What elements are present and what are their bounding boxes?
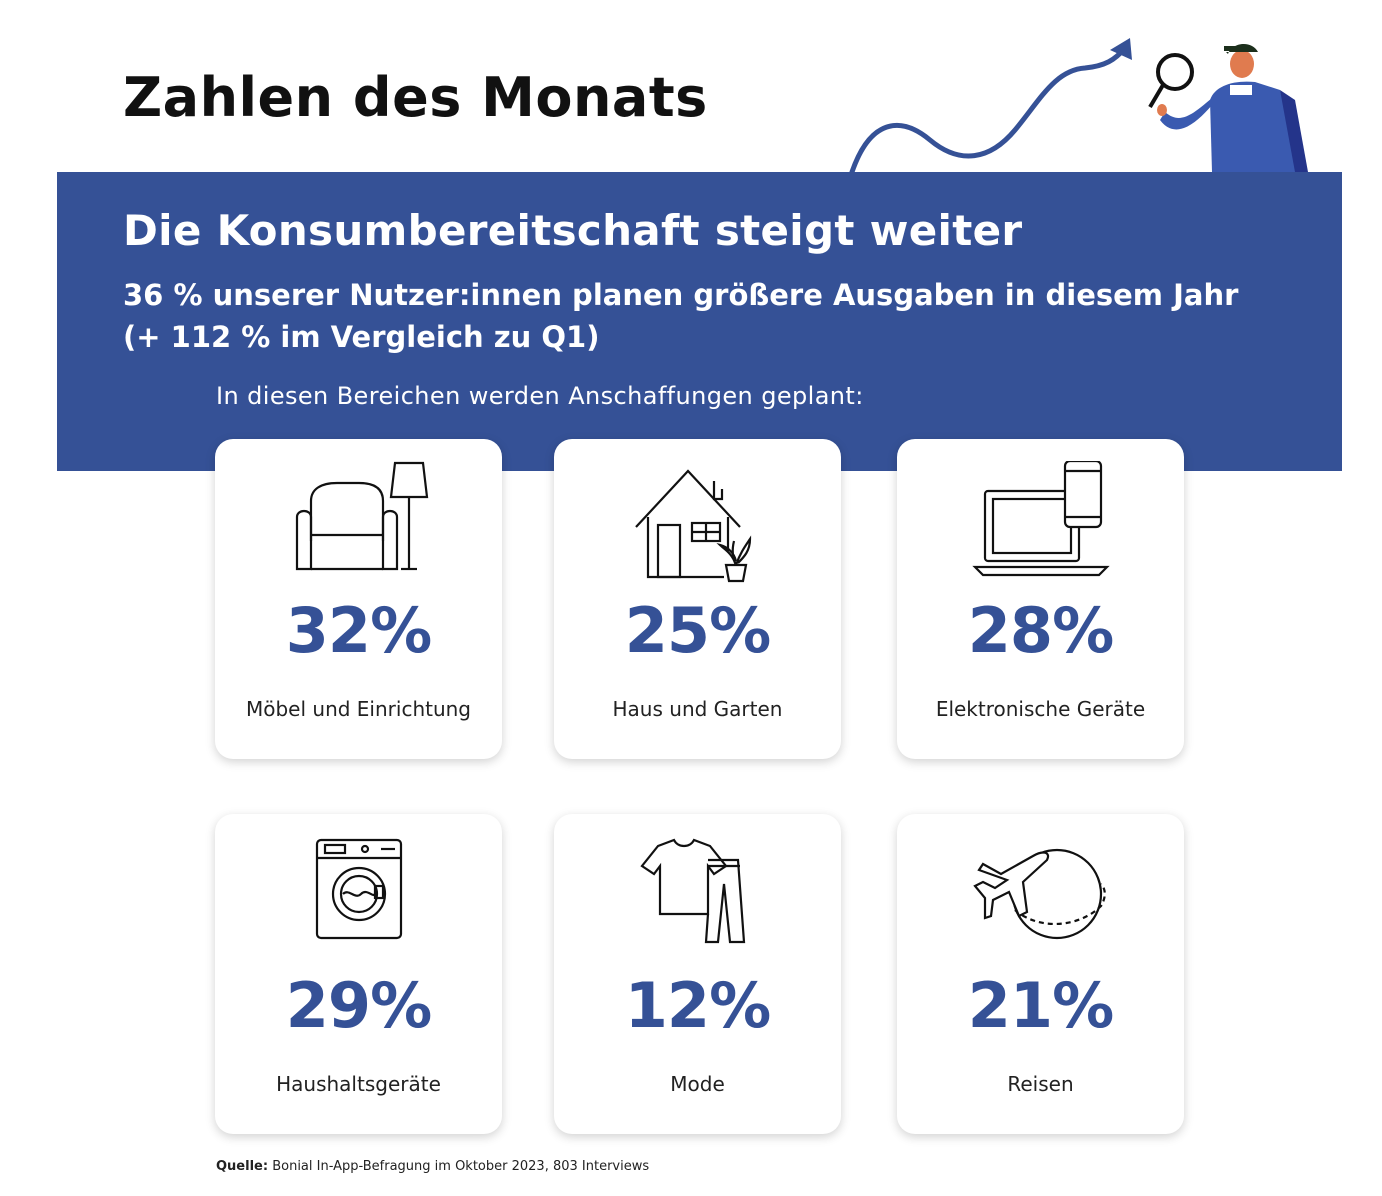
- category-label: Möbel und Einrichtung: [245, 697, 472, 721]
- category-value: 21%: [967, 969, 1114, 1042]
- category-value: 29%: [285, 969, 432, 1042]
- plane-globe-icon: [971, 836, 1111, 960]
- category-value: 28%: [967, 594, 1114, 667]
- house-plant-icon: [628, 461, 768, 585]
- banner-subheading-line2: (+ 112 % im Vergleich zu Q1): [123, 320, 600, 354]
- headline-banner: Die Konsumbereitschaft steigt weiter 36 …: [57, 172, 1342, 471]
- banner-subheading: 36 % unserer Nutzer:innen planen größere…: [123, 274, 1273, 358]
- banner-subheading-line1: 36 % unserer Nutzer:innen planen größere…: [123, 278, 1239, 312]
- armchair-lamp-icon: [289, 461, 429, 585]
- source-label: Quelle:: [216, 1159, 269, 1174]
- washing-machine-icon: [289, 836, 429, 960]
- category-label: Haus und Garten: [612, 697, 783, 721]
- category-card-electronics: 28% Elektronische Geräte: [897, 439, 1184, 759]
- trend-person-illustration: [840, 30, 1320, 175]
- category-value: 12%: [624, 969, 771, 1042]
- category-label: Elektronische Geräte: [935, 697, 1146, 721]
- category-card-furniture: 32% Möbel und Einrichtung: [215, 439, 502, 759]
- clothes-icon: [628, 836, 768, 960]
- banner-intro: In diesen Bereichen werden Anschaffungen…: [216, 382, 864, 410]
- category-card-appliances: 29% Haushaltsgeräte: [215, 814, 502, 1134]
- banner-heading: Die Konsumbereitschaft steigt weiter: [123, 206, 1023, 255]
- category-value: 32%: [285, 594, 432, 667]
- laptop-phone-icon: [971, 461, 1111, 585]
- category-label: Haushaltsgeräte: [276, 1072, 441, 1096]
- category-card-travel: 21% Reisen: [897, 814, 1184, 1134]
- category-value: 25%: [624, 594, 771, 667]
- source-text: Bonial In-App-Befragung im Oktober 2023,…: [272, 1159, 650, 1174]
- category-label: Mode: [670, 1072, 725, 1096]
- page-title: Zahlen des Monats: [123, 66, 708, 129]
- category-card-house-garden: 25% Haus und Garten: [554, 439, 841, 759]
- source-note: Quelle: Bonial In-App-Befragung im Oktob…: [216, 1159, 649, 1174]
- category-label: Reisen: [1007, 1072, 1074, 1096]
- category-card-fashion: 12% Mode: [554, 814, 841, 1134]
